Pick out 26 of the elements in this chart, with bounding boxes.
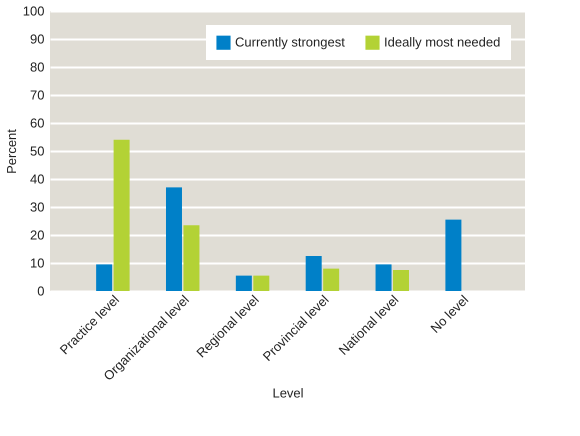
- x-axis-title: Level: [272, 385, 304, 400]
- y-tick-label: 90: [30, 32, 44, 46]
- y-tick-label: 0: [37, 284, 44, 298]
- bar: [183, 225, 200, 291]
- bar: [376, 264, 392, 291]
- bar: [114, 140, 130, 291]
- bar: [166, 187, 182, 291]
- bar: [253, 276, 270, 291]
- y-tick-label: 80: [30, 60, 44, 74]
- bar: [445, 220, 462, 291]
- y-tick-label: 40: [30, 172, 44, 186]
- bar: [393, 270, 410, 291]
- legend-label: Ideally most needed: [384, 34, 500, 50]
- y-tick-label: 70: [30, 88, 44, 102]
- bar: [306, 256, 322, 291]
- y-tick-label: 100: [22, 4, 44, 18]
- y-axis-title: Percent: [4, 128, 19, 174]
- bar: [323, 268, 340, 291]
- bar: [96, 264, 112, 291]
- bar: [236, 276, 252, 291]
- y-tick-label: 60: [30, 116, 44, 130]
- legend-label: Currently strongest: [235, 34, 346, 50]
- y-tick-label: 50: [30, 144, 44, 158]
- y-tick-label: 20: [30, 228, 44, 242]
- y-tick-label: 10: [30, 256, 44, 270]
- y-tick-label: 30: [30, 200, 44, 214]
